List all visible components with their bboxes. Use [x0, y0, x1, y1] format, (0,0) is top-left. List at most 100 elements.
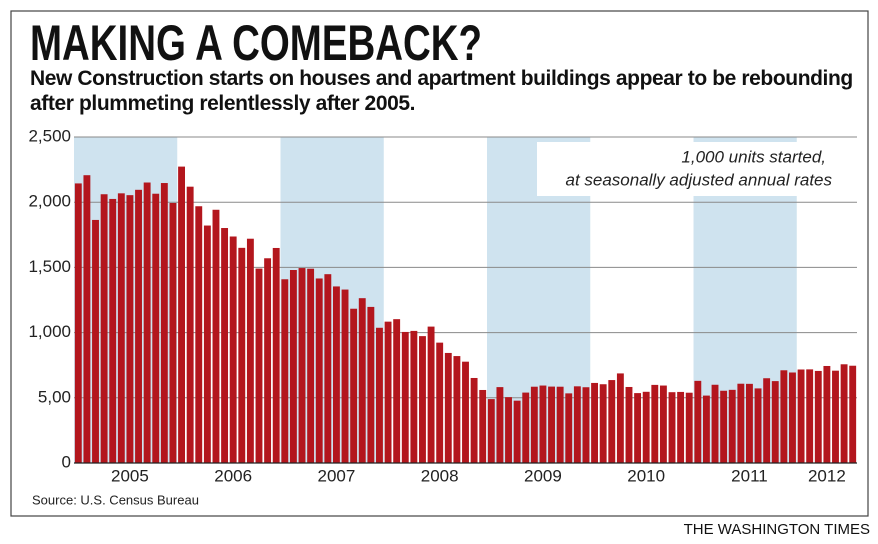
bar: [178, 166, 185, 463]
bar: [126, 195, 134, 464]
bar: [341, 289, 349, 463]
bar: [358, 298, 366, 463]
bar: [135, 189, 142, 463]
bar: [616, 373, 624, 463]
bar: [789, 372, 796, 463]
bar: [444, 352, 452, 463]
bar: [246, 238, 254, 463]
bar: [608, 380, 616, 463]
bar: [479, 389, 487, 463]
bar: [522, 392, 530, 463]
bar: [780, 370, 788, 463]
bar: [203, 225, 211, 463]
x-tick-label: 2006: [214, 466, 252, 485]
annotation-box: [537, 142, 855, 196]
bar: [668, 392, 676, 463]
y-tick-label: 2,500: [28, 126, 71, 145]
bar: [324, 274, 332, 463]
bar: [332, 286, 340, 463]
bar: [384, 321, 392, 463]
frame: [10, 10, 869, 517]
bar: [272, 247, 280, 463]
bar: [315, 278, 323, 463]
x-tick-label: 2010: [627, 466, 665, 485]
bar: [840, 364, 848, 463]
bar: [573, 386, 581, 463]
bar: [143, 182, 151, 464]
bar: [625, 386, 633, 463]
subtitle: New Construction starts on houses and ap…: [30, 67, 853, 115]
bar: [487, 399, 495, 463]
source: Source: U.S. Census Bureau: [32, 492, 199, 507]
bar: [229, 236, 237, 463]
x-tick-label: 2008: [421, 466, 459, 485]
bar: [591, 382, 599, 463]
bar: [565, 393, 573, 463]
y-tick-label: 2,000: [28, 192, 71, 211]
x-tick-label: 2012: [808, 466, 846, 485]
x-tick-label: 2007: [318, 466, 356, 485]
bar: [350, 308, 358, 463]
bar: [307, 268, 315, 463]
bar: [651, 384, 659, 463]
bar: [221, 228, 229, 463]
bar: [711, 384, 719, 463]
bar: [419, 336, 426, 463]
bar: [238, 247, 246, 463]
bar: [746, 383, 753, 463]
bar: [548, 386, 555, 463]
bar: [685, 392, 693, 463]
bar: [376, 327, 383, 463]
bar: [298, 268, 306, 463]
bar: [694, 380, 702, 463]
bar: [806, 369, 814, 463]
bar: [659, 385, 667, 463]
bar: [74, 183, 82, 463]
bar: [453, 356, 461, 463]
bar: [393, 319, 401, 463]
bar: [737, 383, 745, 463]
bar: [401, 331, 409, 463]
year-band: [280, 137, 384, 463]
annotation: 1,000 units started,: [681, 147, 826, 166]
bar: [109, 198, 117, 463]
bar: [634, 393, 642, 463]
y-tick-label: 1,000: [28, 322, 71, 341]
x-tick-label: 2009: [524, 466, 562, 485]
bar: [281, 279, 289, 463]
y-tick-label: 0: [62, 452, 71, 471]
bar: [289, 270, 297, 463]
x-tick-label: 2011: [731, 466, 768, 485]
y-tick-label: 5,00: [38, 387, 71, 406]
bar: [410, 330, 418, 463]
bar: [642, 391, 650, 463]
bar: [169, 202, 177, 463]
bar: [186, 186, 194, 463]
bar: [436, 342, 444, 463]
bar: [849, 365, 857, 463]
bar: [823, 365, 831, 463]
bar: [195, 206, 203, 463]
annotation: at seasonally adjusted annual rates: [565, 170, 832, 189]
bar: [117, 193, 125, 463]
bar: [797, 369, 805, 463]
bar: [582, 387, 590, 463]
bar: [720, 390, 728, 463]
bar: [754, 388, 762, 463]
bar: [556, 386, 564, 463]
bar: [763, 378, 771, 463]
year-band: [74, 137, 178, 463]
bar: [814, 370, 822, 463]
bar: [728, 389, 736, 463]
bar: [496, 387, 504, 463]
bar: [212, 209, 220, 463]
bar: [367, 306, 375, 463]
bar: [677, 391, 685, 463]
bar: [264, 258, 272, 463]
bar: [599, 384, 607, 463]
x-tick-label: 2005: [111, 466, 149, 485]
chart-title: MAKING A COMEBACK?: [30, 15, 482, 71]
credit: THE WASHINGTON TIMES: [684, 521, 870, 538]
bar: [702, 395, 710, 463]
